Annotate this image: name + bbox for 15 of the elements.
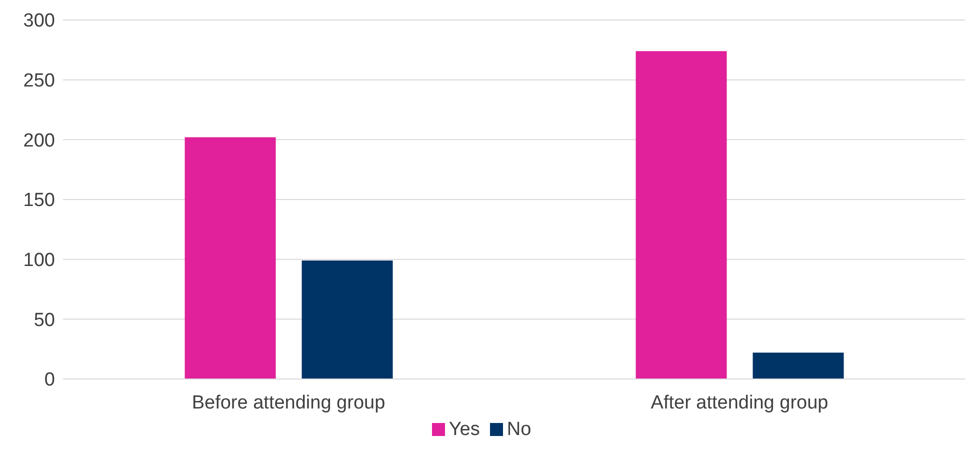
legend-label: Yes <box>448 419 480 440</box>
y-tick-label: 0 <box>44 370 55 391</box>
y-tick-label: 250 <box>23 70 55 92</box>
y-tick-label: 300 <box>23 10 55 32</box>
y-tick-label: 100 <box>23 250 55 272</box>
y-tick-label: 50 <box>34 310 55 331</box>
y-tick-label: 200 <box>23 130 55 152</box>
bar <box>636 51 727 379</box>
y-tick-label: 150 <box>23 190 55 212</box>
x-tick-label: Before attending group <box>192 392 386 414</box>
legend-label: No <box>506 419 532 440</box>
bar <box>302 260 393 379</box>
x-tick-label: After attending group <box>650 392 828 414</box>
bar <box>184 137 276 379</box>
bar <box>752 352 844 379</box>
